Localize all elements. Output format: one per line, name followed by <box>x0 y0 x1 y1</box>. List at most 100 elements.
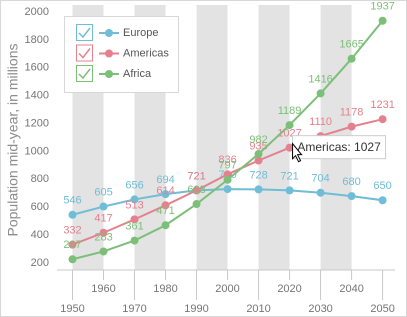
legend-check <box>78 68 91 80</box>
point <box>161 201 170 210</box>
point <box>192 200 201 209</box>
legend-checkbox[interactable] <box>76 44 93 62</box>
point <box>130 215 139 224</box>
y-tick-label: 1600 <box>25 62 49 74</box>
y-tick-label: 1000 <box>25 145 49 157</box>
data-label: 704 <box>311 173 329 185</box>
legend-checkbox[interactable] <box>76 24 93 41</box>
data-label: 332 <box>63 225 81 237</box>
data-label: 1189 <box>278 105 302 117</box>
data-label: 680 <box>342 176 360 188</box>
tooltip-text: Americas: 1027 <box>297 140 381 154</box>
data-label: 471 <box>156 205 174 217</box>
point <box>254 149 263 158</box>
legend-marker <box>105 70 113 78</box>
point <box>99 247 108 256</box>
x-tick-label: 2040 <box>339 283 363 295</box>
data-label: 614 <box>156 185 174 197</box>
plot-background <box>72 5 352 270</box>
stripe <box>196 5 228 270</box>
data-label: 1665 <box>339 39 363 51</box>
y-tick-label: 1200 <box>25 117 49 129</box>
data-label: 227 <box>63 239 81 251</box>
point <box>378 115 387 124</box>
x-tick-label: 1970 <box>122 303 146 315</box>
legend-check <box>78 48 91 59</box>
legend-marker <box>105 29 113 37</box>
cursor <box>292 142 303 163</box>
x-tick-label: 1990 <box>184 303 208 315</box>
data-label: 417 <box>94 213 112 225</box>
data-label: 361 <box>125 220 143 232</box>
point <box>68 240 77 249</box>
data-label: 836 <box>218 154 236 166</box>
point <box>347 192 356 201</box>
point <box>254 185 263 194</box>
data-label: 1231 <box>370 99 394 111</box>
x-tick-label: 2030 <box>308 303 332 315</box>
point <box>285 186 294 195</box>
point <box>99 228 108 237</box>
point <box>68 255 77 264</box>
point <box>130 195 139 204</box>
data-label: 721 <box>187 170 205 182</box>
x-tick-label: 1980 <box>153 283 177 295</box>
point <box>161 221 170 230</box>
point <box>223 175 232 184</box>
point <box>347 54 356 63</box>
legend-label: Africa <box>123 68 152 80</box>
legend-check <box>78 27 91 39</box>
x-tick-label: 2010 <box>246 303 270 315</box>
data-label: 1110 <box>309 116 332 128</box>
data-label: 721 <box>280 170 298 182</box>
point <box>254 156 263 165</box>
x-tick-label: 1950 <box>60 303 84 315</box>
data-label: 982 <box>249 134 267 146</box>
y-tick-label: 200 <box>31 257 49 269</box>
data-label: 797 <box>218 160 236 172</box>
point <box>378 196 387 205</box>
data-label: 546 <box>63 195 81 207</box>
data-label: 728 <box>249 169 267 181</box>
point <box>130 236 139 245</box>
x-tick-label: 1960 <box>91 283 115 295</box>
y-axis-title: Population mid-year, in millions <box>5 44 21 237</box>
y-tick-label: 400 <box>31 229 49 241</box>
point <box>68 210 77 219</box>
data-label: 721 <box>187 170 205 182</box>
data-label: 1937 <box>370 1 394 13</box>
x-tick-label: 2050 <box>370 303 394 315</box>
point <box>192 186 201 195</box>
x-tick-label: 2020 <box>277 283 301 295</box>
point <box>223 185 232 194</box>
legend-marker <box>105 49 113 58</box>
point <box>316 188 325 197</box>
data-label: 694 <box>156 174 174 186</box>
x-tick-label: 2000 <box>215 283 239 295</box>
point <box>285 121 294 130</box>
stripe <box>258 5 290 270</box>
y-tick-label: 1800 <box>25 34 49 46</box>
data-label: 656 <box>125 179 143 191</box>
legend-label: Europe <box>123 27 158 39</box>
y-tick-label: 800 <box>31 173 49 185</box>
data-label: 623 <box>187 184 205 196</box>
point <box>316 89 325 98</box>
data-label: 1178 <box>340 107 364 119</box>
point <box>378 16 387 25</box>
point <box>161 190 170 199</box>
data-label: 605 <box>94 186 112 198</box>
data-label: 650 <box>373 180 391 192</box>
point <box>347 122 356 131</box>
data-label: 513 <box>125 199 143 211</box>
y-tick-label: 600 <box>31 201 49 213</box>
y-tick-label: 2000 <box>25 6 49 18</box>
y-tick-label: 1400 <box>25 90 49 102</box>
legend-checkbox[interactable] <box>76 65 93 82</box>
point <box>99 202 108 211</box>
point <box>285 143 294 152</box>
data-label: 1416 <box>308 73 332 85</box>
legend-label: Americas <box>123 47 169 59</box>
data-label: 283 <box>94 231 112 243</box>
